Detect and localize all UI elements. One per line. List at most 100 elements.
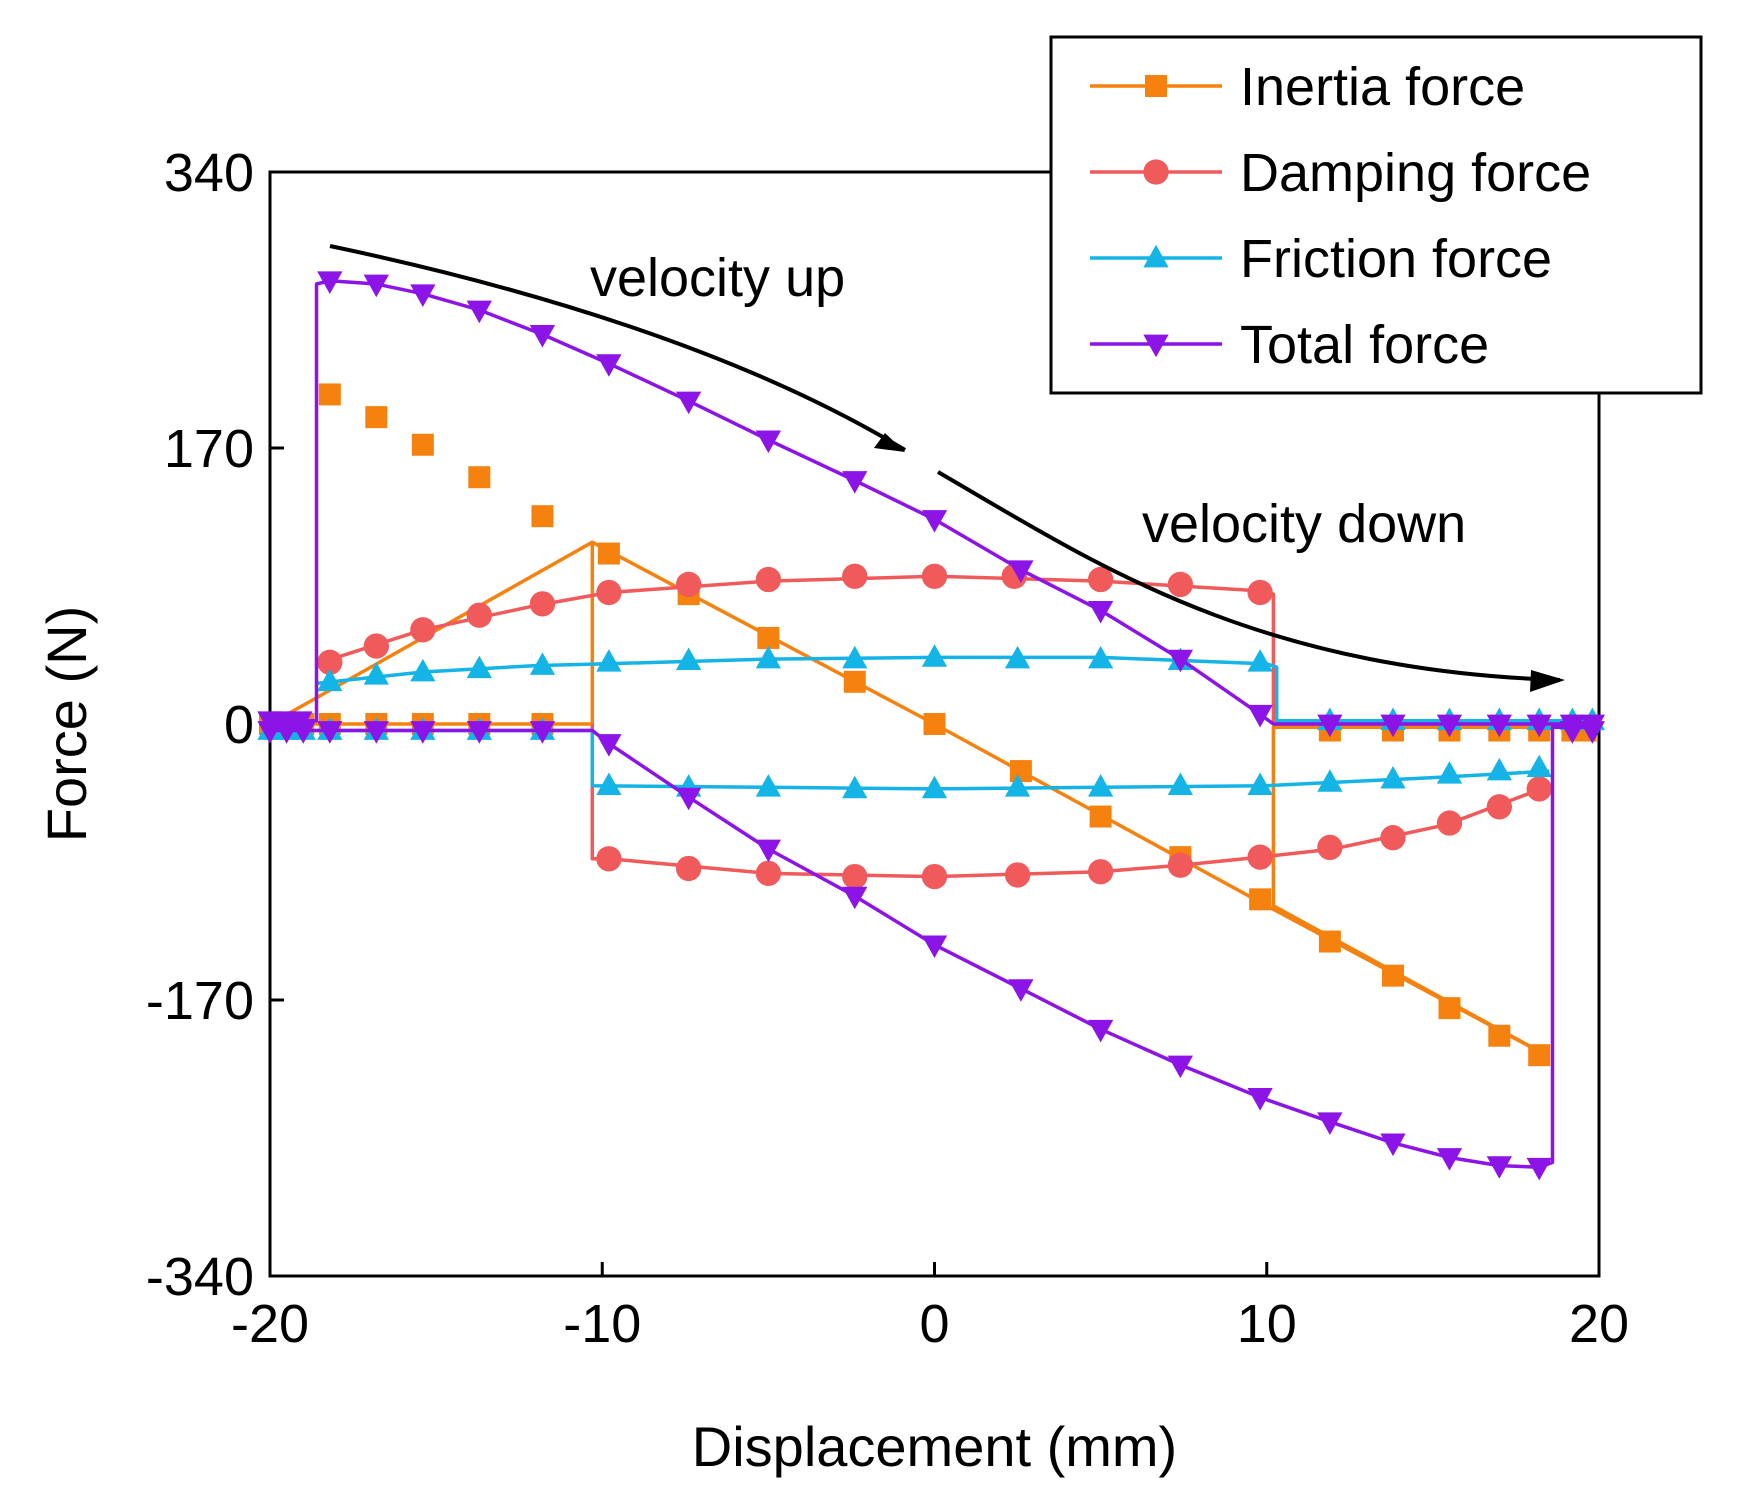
data-point: [755, 645, 782, 669]
legend-entry: Total force: [1090, 315, 1489, 375]
y-tick-label: 170: [164, 419, 254, 479]
data-point: [675, 787, 702, 811]
data-point: [529, 325, 556, 348]
legend: Inertia force Damping force Friction force…: [1049, 35, 1703, 395]
data-point: [923, 713, 946, 735]
data-point: [675, 571, 702, 598]
data-point: [596, 772, 622, 796]
data-point: [921, 775, 948, 799]
data-point: [1167, 1055, 1194, 1079]
data-point: [1087, 774, 1114, 797]
data-point: [411, 433, 434, 456]
x-tick-label: -20: [231, 1294, 309, 1354]
data-point: [1526, 1157, 1552, 1181]
legend-marker: [1143, 159, 1169, 185]
x-tick-label: 10: [1237, 1294, 1297, 1354]
data-point: [363, 633, 389, 659]
data-point: [1436, 1148, 1463, 1171]
data-point: [1380, 714, 1406, 738]
series-line: [270, 728, 1550, 791]
series-layer: [257, 271, 1606, 1181]
data-point: [1318, 930, 1341, 953]
data-point: [1317, 834, 1343, 861]
data-point: [1380, 1133, 1406, 1157]
data-point: [529, 721, 556, 744]
data-point: [755, 774, 782, 797]
velocity-down-arrowhead: [1530, 670, 1565, 692]
data-point: [318, 383, 341, 406]
data-point: [921, 935, 948, 958]
legend-label: Total force: [1240, 315, 1489, 375]
data-point: [1436, 761, 1463, 784]
data-point: [317, 649, 343, 675]
data-point: [1087, 601, 1114, 624]
data-point: [1008, 560, 1034, 583]
data-point: [1486, 714, 1512, 738]
data-point: [675, 855, 702, 882]
x-axis-title: Displacement (mm): [692, 1415, 1177, 1478]
data-point: [596, 734, 622, 757]
y-tick-label: -170: [146, 971, 254, 1031]
data-point: [1087, 645, 1114, 669]
y-tick-label: 0: [224, 695, 254, 755]
data-point: [1436, 810, 1463, 836]
data-point: [466, 655, 492, 679]
data-point: [290, 721, 316, 744]
data-point: [1167, 772, 1194, 796]
data-point: [842, 563, 868, 589]
data-point: [1009, 760, 1032, 783]
series-damping-force: [315, 563, 1552, 890]
data-point: [675, 647, 702, 671]
data-point: [317, 668, 343, 692]
x-tick-label: 20: [1569, 1294, 1629, 1354]
velocity-down-arrow: [936, 470, 1561, 682]
data-point: [363, 274, 389, 298]
data-point: [1317, 714, 1343, 738]
data-point: [1167, 649, 1194, 673]
data-point: [755, 566, 782, 593]
data-point: [1579, 721, 1606, 744]
series-total-force: [257, 271, 1606, 1181]
data-point: [1087, 566, 1114, 593]
data-point: [317, 721, 343, 744]
data-point: [1380, 766, 1406, 789]
data-point: [842, 863, 868, 890]
data-point: [410, 617, 436, 643]
data-point: [1486, 1156, 1512, 1179]
data-point: [466, 300, 492, 324]
legend-marker: [1143, 334, 1169, 358]
data-point: [1167, 852, 1194, 878]
legend-label: Friction force: [1240, 229, 1552, 289]
data-point: [1382, 964, 1405, 987]
velocity-up-label: velocity up: [590, 248, 845, 308]
legend-entry: Damping force: [1090, 143, 1591, 203]
data-point: [1526, 754, 1552, 778]
data-point: [1438, 997, 1461, 1020]
plot-area: -20 -10 0 10 20 -340 -170 0 170 340 Displacement (…: [35, 143, 1629, 1478]
data-point: [1559, 721, 1586, 744]
legend-marker: [1145, 75, 1167, 97]
data-point: [1249, 888, 1272, 911]
data-point: [363, 721, 389, 744]
data-point: [843, 670, 866, 693]
series-line: [590, 724, 1534, 879]
data-point: [468, 466, 491, 489]
y-tick-label: 340: [164, 143, 254, 203]
y-axis-title: Force (N): [35, 606, 98, 842]
data-point: [1486, 794, 1512, 820]
data-point: [1004, 645, 1031, 669]
data-point: [1247, 1088, 1273, 1111]
data-point: [675, 391, 702, 415]
data-point: [755, 860, 782, 887]
data-point: [365, 406, 388, 429]
data-point: [842, 886, 868, 910]
data-point: [1247, 772, 1273, 796]
legend-marker: [1143, 244, 1169, 268]
data-point: [1436, 714, 1463, 738]
legend-label: Damping force: [1240, 143, 1591, 203]
data-point: [1247, 649, 1273, 672]
legend-label: Inertia force: [1240, 57, 1525, 117]
data-point: [596, 579, 622, 606]
data-point: [755, 430, 782, 454]
data-point: [1247, 844, 1273, 870]
